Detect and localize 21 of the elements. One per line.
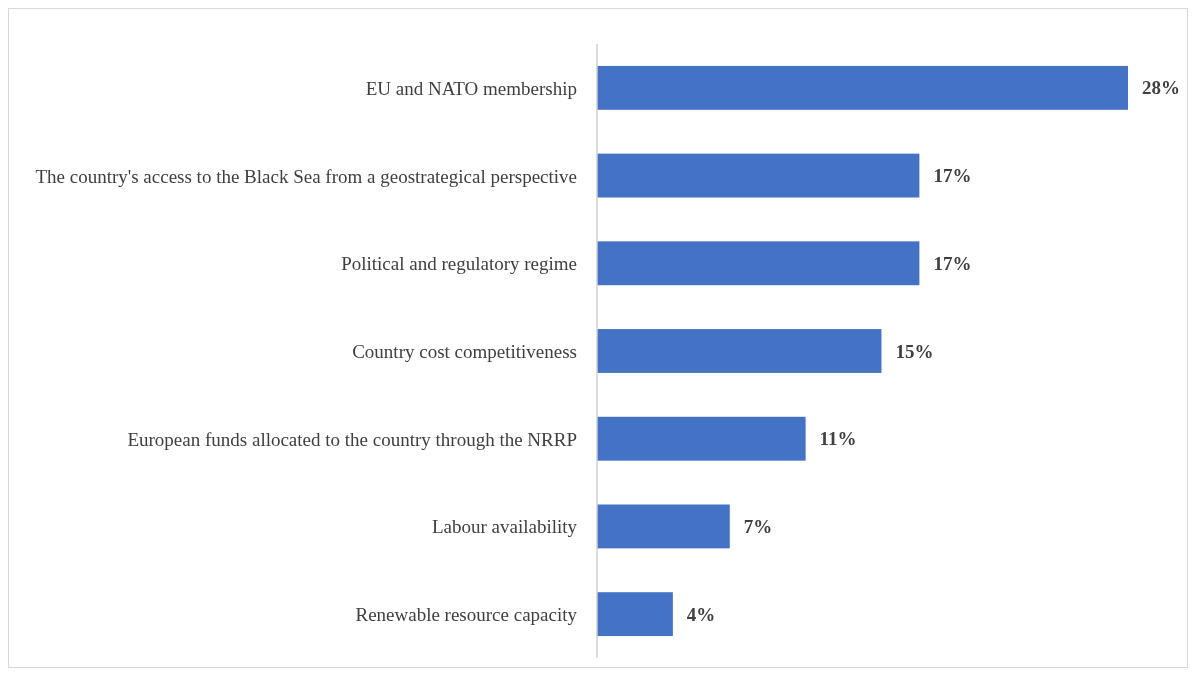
data-label: 11% (819, 428, 857, 450)
y-tick-label: The country's access to the Black Sea from a geostrategical perspective (35, 165, 577, 187)
y-tick-label: Political and regulatory regime (341, 252, 577, 274)
data-label: 17% (933, 252, 972, 274)
bar (597, 153, 920, 198)
y-tick-label: Renewable resource capacity (355, 603, 578, 625)
data-label: 4% (686, 603, 716, 625)
bar (597, 329, 882, 373)
bar (597, 416, 806, 461)
bar (597, 592, 673, 637)
y-tick-label: EU and NATO membership (365, 77, 577, 99)
data-label: 17% (933, 165, 972, 187)
bar (597, 241, 920, 286)
y-tick-label: Country cost competitiveness (352, 340, 577, 362)
data-label: 15% (895, 340, 934, 362)
y-tick-label: European funds allocated to the country through the NRRP (127, 428, 577, 450)
y-tick-label: Labour availability (431, 515, 578, 537)
bar (597, 504, 730, 549)
bar (597, 65, 1128, 110)
data-label: 28% (1142, 77, 1180, 99)
data-label: 7% (743, 515, 773, 537)
